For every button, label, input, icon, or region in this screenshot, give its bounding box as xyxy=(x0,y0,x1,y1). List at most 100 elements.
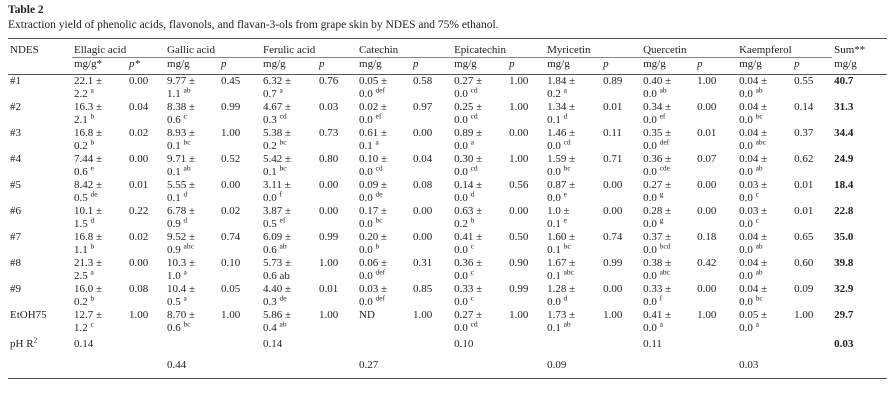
p-value: 0.00 xyxy=(129,153,149,165)
sd-value: 0.0 xyxy=(454,244,468,256)
significance-letters: def xyxy=(659,137,670,147)
sd-value: 1.5 xyxy=(74,218,88,230)
sd-value: 0.0 xyxy=(454,270,468,282)
significance-letters: e xyxy=(563,215,567,225)
sd-line: 0.1 bc xyxy=(547,242,601,257)
row-label: #4 xyxy=(10,153,21,165)
p-value: 0.00 xyxy=(319,179,339,191)
significance-letters: cd xyxy=(375,163,383,173)
significance-letters: bc xyxy=(755,111,763,121)
significance-letters: cd xyxy=(563,137,571,147)
value-cell: 1.0 ±0.1 e xyxy=(545,205,601,231)
p-value: 1.00 xyxy=(509,309,529,321)
p-value: 0.00 xyxy=(413,231,433,243)
value-cell: 1.46 ±0.0 cd xyxy=(545,127,601,153)
significance-letters: cd xyxy=(470,85,478,95)
sum-value: 29.7 xyxy=(834,309,854,321)
significance-letters: d xyxy=(183,215,188,225)
p-value: 0.99 xyxy=(509,283,529,295)
sd-value: 0.0 xyxy=(643,192,657,204)
p-value: 1.00 xyxy=(509,75,529,87)
mean-value: 0.03 ± xyxy=(739,205,768,217)
sd-value: 0.0 xyxy=(643,296,657,308)
p-value: 1.00 xyxy=(697,75,717,87)
unit-header: p xyxy=(411,57,453,75)
sd-line: 0.2 b xyxy=(74,138,127,153)
significance-letters: c xyxy=(183,111,187,121)
significance-letters: ab xyxy=(183,163,191,173)
sd-value: 0.5 xyxy=(74,192,88,204)
value-cell: 0.33 ±0.0 f xyxy=(641,283,695,309)
r2-value: 0.11 xyxy=(643,338,662,350)
row-label: #6 xyxy=(10,205,21,217)
sd-line: 0.0 d xyxy=(454,190,507,205)
mean-value: 1.84 ± xyxy=(547,75,576,87)
value-cell: 0.35 ±0.0 def xyxy=(641,127,695,153)
significance-letters: cd xyxy=(470,163,478,173)
mean-value: 16.8 ± xyxy=(74,231,103,243)
value-cell: 0.41 ±0.0 c xyxy=(452,231,507,257)
sd-value: 0.0 xyxy=(739,296,753,308)
value-cell: 0.10 ±0.0 cd xyxy=(357,153,411,179)
unit-header: mg/g xyxy=(165,57,220,75)
sd-line: 0.0 ab xyxy=(739,164,792,179)
p-value: 0.03 xyxy=(319,101,339,113)
sd-value: 0.0 xyxy=(739,114,753,126)
sd-line: 0.1 d xyxy=(167,190,219,205)
sd-line: 0.0 c xyxy=(454,294,507,309)
sum-value: 40.7 xyxy=(834,75,854,87)
mean-value: 21.3 ± xyxy=(74,257,103,269)
sd-line: 0.6 c xyxy=(167,111,219,127)
sd-line: 0.2 bc xyxy=(263,138,317,153)
sd-line: 0.0 g xyxy=(643,216,695,231)
value-cell: 0.02 ±0.0 ef xyxy=(357,101,411,127)
value-cell: 0.06 ±0.0 def xyxy=(357,257,411,283)
sd-line: 0.7 a xyxy=(263,86,317,101)
sd-value: 0.0 xyxy=(643,88,657,100)
sd-value: 0.0 xyxy=(739,244,753,256)
unit-header: mg/g xyxy=(545,57,602,75)
row-label: #2 xyxy=(10,101,21,113)
sd-line: 0.0 cd xyxy=(454,163,507,179)
sd-value: 0.7 xyxy=(263,88,277,100)
p-value: 0.01 xyxy=(603,101,623,113)
significance-letters: abc xyxy=(563,267,574,277)
mean-value: 0.36 ± xyxy=(643,153,672,165)
significance-letters: a xyxy=(659,319,663,329)
significance-letters: a xyxy=(183,293,187,303)
mean-value: 0.63 ± xyxy=(454,205,483,217)
sd-value: 0.0 xyxy=(739,270,753,282)
data-row: EtOH75 12.7 ±1.2 c 1.00 8.70 ±0.6 bc 1.00 5.8… xyxy=(8,309,887,335)
significance-letters: de xyxy=(375,189,383,199)
sd-value: 0.0 xyxy=(739,218,753,230)
sd-line: 0.1 e xyxy=(547,215,601,231)
sd-line: 2.2 a xyxy=(74,86,127,101)
mean-value: 0.17 ± xyxy=(359,205,388,217)
sd-value: 0.9 xyxy=(167,244,181,256)
unit-header: p xyxy=(507,57,546,75)
sd-line: 0.1 d xyxy=(547,111,601,127)
sd-line: 0.5 a xyxy=(167,293,219,309)
mean-value: 9.77 ± xyxy=(167,75,196,87)
significance-letters: d xyxy=(563,111,568,121)
p-value: 0.99 xyxy=(221,101,241,113)
sd-line: 0.0 cd xyxy=(454,320,507,335)
sd-line: 0.1 a xyxy=(359,138,411,153)
p-value: 1.00 xyxy=(509,101,529,113)
sd-value: 0.0 xyxy=(454,166,468,178)
value-cell: 6.09 ±0.6 ab xyxy=(261,231,317,257)
sd-value: 0.6 xyxy=(167,322,181,334)
mean-value: 0.14 ± xyxy=(454,179,483,191)
mean-value: 0.04 ± xyxy=(739,75,768,87)
row-label: #3 xyxy=(10,127,21,139)
r2-value: 0.44 xyxy=(167,359,187,371)
mean-value: 3.87 ± xyxy=(263,205,292,217)
r2-value: 0.14 xyxy=(74,338,94,350)
sd-line: 0.0 b xyxy=(359,242,411,257)
value-cell: 0.03 ±0.0 c xyxy=(737,179,792,205)
mean-value: 0.27 ± xyxy=(643,179,672,191)
sd-value: 0.0 xyxy=(547,192,561,204)
ph-label: pH R xyxy=(10,338,34,350)
sd-line: 2.1 b xyxy=(74,112,127,127)
mean-value: 0.30 ± xyxy=(454,153,483,165)
